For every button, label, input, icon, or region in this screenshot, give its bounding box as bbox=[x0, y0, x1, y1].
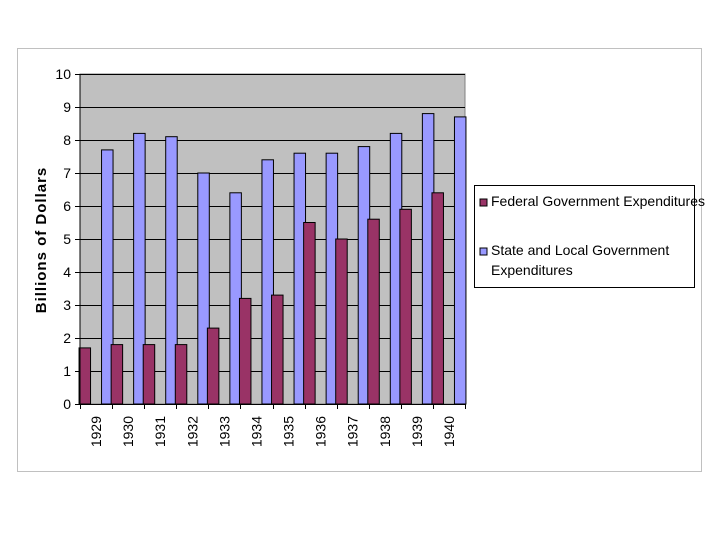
bar-federal-1936 bbox=[303, 222, 316, 405]
x-tick-label: 1934 bbox=[248, 416, 264, 447]
x-tick-label: 1935 bbox=[281, 416, 297, 447]
y-tick-label: 4 bbox=[63, 264, 71, 280]
y-tick-label: 3 bbox=[63, 297, 71, 313]
bar-federal-1937 bbox=[335, 238, 348, 405]
chart-frame bbox=[17, 48, 702, 472]
legend-box bbox=[474, 185, 695, 288]
x-tick-label: 1937 bbox=[345, 416, 361, 447]
x-tick-label: 1931 bbox=[152, 416, 168, 447]
y-tick-labels: 0 1 2 3 4 5 6 7 8 9 10 bbox=[55, 66, 71, 412]
y-tick-label: 10 bbox=[55, 66, 71, 82]
legend-swatch bbox=[479, 198, 488, 207]
x-tick-label: 1938 bbox=[377, 416, 393, 447]
bar-federal-1929 bbox=[78, 347, 92, 405]
x-tick-label: 1939 bbox=[409, 416, 425, 447]
bar-federal-1935 bbox=[271, 294, 284, 405]
bar-federal-1934 bbox=[238, 297, 252, 405]
bar-federal-1939 bbox=[399, 208, 412, 405]
legend-swatch bbox=[479, 247, 488, 256]
x-tick-label: 1932 bbox=[184, 416, 200, 447]
y-axis-label: Billions of Dollars bbox=[33, 167, 50, 314]
legend: Federal Government Expenditures State and… bbox=[474, 185, 705, 288]
legend-label: Federal Government Expenditures bbox=[491, 193, 705, 209]
y-tick-label: 7 bbox=[63, 165, 71, 181]
x-tick-labels: 1929 1930 1931 1932 1933 1934 1935 1936 1937 1938… bbox=[88, 416, 457, 447]
x-tick-label: 1940 bbox=[441, 416, 457, 447]
y-tick-label: 0 bbox=[63, 396, 71, 412]
bar-federal-1932 bbox=[174, 344, 188, 405]
y-tick-label: 5 bbox=[63, 231, 71, 247]
bar-federal-1933 bbox=[206, 327, 220, 405]
legend-label: State and Local Government Expenditures bbox=[491, 242, 669, 278]
x-tick-label: 1930 bbox=[120, 416, 136, 447]
bar-state-local-1940 bbox=[453, 116, 467, 405]
y-tick-label: 8 bbox=[63, 132, 71, 148]
y-tick-label: 2 bbox=[63, 330, 71, 346]
y-tick-label: 9 bbox=[63, 99, 71, 115]
bars bbox=[78, 113, 467, 405]
y-tick-label: 6 bbox=[63, 198, 71, 214]
x-tick-label: 1936 bbox=[313, 416, 329, 447]
bar-federal-1931 bbox=[142, 344, 156, 405]
y-tick-label: 1 bbox=[63, 363, 71, 379]
bar-federal-1940 bbox=[431, 192, 444, 405]
x-tick-label: 1933 bbox=[216, 416, 232, 447]
bar-federal-1938 bbox=[367, 218, 380, 405]
x-tick-label: 1929 bbox=[88, 416, 104, 447]
axes bbox=[75, 74, 466, 409]
bar-federal-1930 bbox=[110, 344, 124, 405]
